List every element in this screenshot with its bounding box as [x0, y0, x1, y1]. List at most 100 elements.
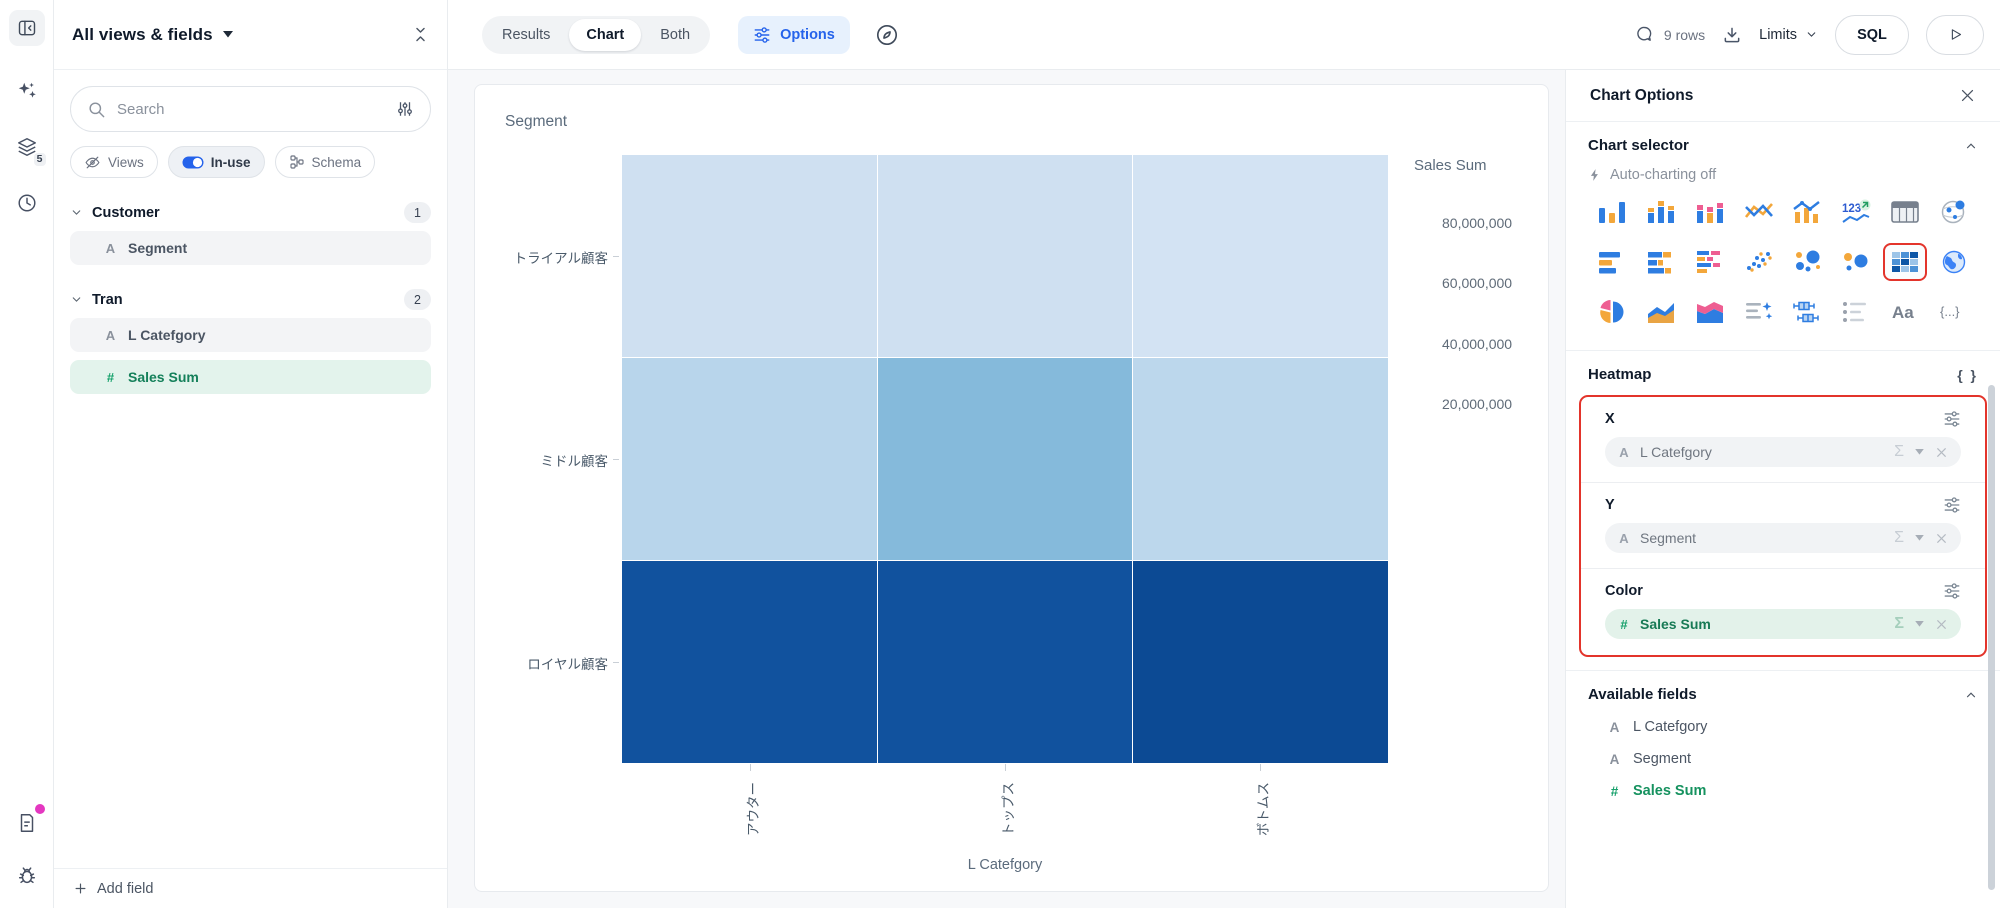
notes-document-icon[interactable]: [10, 804, 45, 840]
chart-type-list-chart-icon[interactable]: [1832, 287, 1881, 337]
chart-type-json-braces-icon[interactable]: {...}: [1929, 287, 1978, 337]
search-box[interactable]: [70, 86, 431, 132]
chart-type-dot-plot-icon[interactable]: [1832, 237, 1881, 287]
encoding-field-pill[interactable]: A Segment Σ: [1605, 523, 1961, 553]
encoding-settings-icon[interactable]: [1943, 583, 1961, 599]
chart-type-text-summary-icon[interactable]: [1734, 287, 1783, 337]
add-field-button[interactable]: Add field: [54, 868, 447, 908]
divider: [1566, 670, 2000, 671]
chart-type-number-kpi-icon[interactable]: 123: [1832, 187, 1881, 237]
chart-type-text-aa-icon[interactable]: Aa: [1881, 287, 1930, 337]
chart-type-map-globe-icon[interactable]: [1929, 237, 1978, 287]
field-group-header[interactable]: Customer 1: [70, 202, 431, 223]
heatmap-cell-r0c1[interactable]: [877, 155, 1133, 357]
layers-icon[interactable]: 5: [10, 130, 47, 167]
encoding-label: Y: [1605, 497, 1615, 513]
collapse-panel-icon[interactable]: [412, 26, 429, 43]
chevron-up-icon[interactable]: [1964, 688, 1978, 702]
chart-type-table-icon[interactable]: [1881, 187, 1930, 237]
toggle-on-icon: [182, 156, 204, 169]
icon-rail: 5: [0, 0, 54, 908]
heatmap-cell-r0c2[interactable]: [1133, 155, 1388, 357]
debug-bug-icon[interactable]: [10, 858, 44, 892]
ai-chat-icon[interactable]: [1634, 24, 1655, 45]
heatmap-cell-r2c0[interactable]: [622, 561, 877, 763]
sql-button[interactable]: SQL: [1835, 14, 1909, 55]
field-item[interactable]: A Segment: [70, 231, 431, 265]
chart-type-pie-chart-icon[interactable]: [1588, 287, 1637, 337]
encoding-field-pill[interactable]: # Sales Sum Σ: [1605, 609, 1961, 639]
available-field-item[interactable]: A L Catefgory: [1588, 719, 1978, 735]
scrollbar-thumb[interactable]: [1988, 385, 1995, 890]
chart-selector-header[interactable]: Chart selector: [1588, 137, 1978, 154]
tab-results[interactable]: Results: [502, 26, 551, 43]
field-label: L Catefgory: [128, 327, 206, 343]
remove-field-icon[interactable]: [1935, 446, 1948, 459]
available-fields-header[interactable]: Available fields: [1588, 686, 1978, 703]
panel-toggle-icon[interactable]: [8, 10, 45, 46]
sigma-aggregate-icon[interactable]: Σ: [1894, 443, 1904, 460]
chart-type-line-chart-icon[interactable]: [1734, 187, 1783, 237]
field-group-header[interactable]: Tran 2: [70, 289, 431, 310]
heatmap-cell-r1c0[interactable]: [622, 358, 877, 560]
remove-field-icon[interactable]: [1935, 532, 1948, 545]
heatmap-cell-r2c1[interactable]: [877, 561, 1133, 763]
caret-down-icon[interactable]: [1915, 535, 1924, 541]
close-icon[interactable]: [1959, 87, 1976, 104]
encoding-settings-icon[interactable]: [1943, 411, 1961, 427]
chip-schema[interactable]: Schema: [274, 146, 376, 178]
tab-both[interactable]: Both: [660, 26, 691, 43]
chart-type-stacked-column-chart-icon[interactable]: [1637, 187, 1686, 237]
chart-type-area-chart-icon[interactable]: [1637, 287, 1686, 337]
available-field-item[interactable]: A Segment: [1588, 751, 1978, 767]
chart-type-bubble-chart-icon[interactable]: [1783, 237, 1832, 287]
chip-in-use[interactable]: In-use: [167, 146, 265, 178]
field-item[interactable]: A L Catefgory: [70, 318, 431, 352]
field-item[interactable]: # Sales Sum: [70, 360, 431, 394]
chart-type-heatmap-icon[interactable]: [1881, 237, 1930, 287]
chart-type-grouped-bar-chart-icon[interactable]: [1686, 237, 1735, 287]
heatmap-cell-r2c2[interactable]: [1133, 561, 1388, 763]
chart-type-bar-chart-icon[interactable]: [1588, 237, 1637, 287]
download-icon[interactable]: [1722, 25, 1742, 45]
search-input[interactable]: [117, 100, 385, 118]
sigma-aggregate-icon[interactable]: Σ: [1894, 529, 1904, 546]
ai-sparkles-icon[interactable]: [10, 74, 44, 108]
chart-type-map-bubbles-icon[interactable]: [1929, 187, 1978, 237]
chart-type-column-chart-icon[interactable]: [1588, 187, 1637, 237]
heatmap-cell-r0c0[interactable]: [622, 155, 877, 357]
caret-down-icon[interactable]: [1915, 621, 1924, 627]
heatmap-cell-r1c2[interactable]: [1133, 358, 1388, 560]
x-axis-label: トップス: [1001, 782, 1016, 836]
auto-charting-row[interactable]: Auto-charting off: [1588, 167, 1978, 183]
chart-type-scatter-plot-icon[interactable]: [1734, 237, 1783, 287]
sigma-aggregate-icon[interactable]: Σ: [1894, 615, 1904, 632]
tab-chart[interactable]: Chart: [569, 18, 642, 51]
x-axis-label: ボトムス: [1256, 782, 1271, 836]
encoding-field-pill[interactable]: A L Catefgory Σ: [1605, 437, 1961, 467]
compass-icon[interactable]: [874, 22, 900, 48]
chart-type-stacked-bar-chart-icon[interactable]: [1637, 237, 1686, 287]
run-query-button[interactable]: [1926, 14, 1984, 55]
caret-down-icon[interactable]: [222, 31, 233, 38]
available-field-item[interactable]: # Sales Sum: [1588, 783, 1978, 799]
options-button[interactable]: Options: [738, 15, 850, 54]
chevron-up-icon[interactable]: [1964, 139, 1978, 153]
limits-dropdown[interactable]: Limits: [1759, 27, 1818, 43]
chart-type-grouped-column-chart-icon[interactable]: [1686, 187, 1735, 237]
fields-panel-title[interactable]: All views & fields: [72, 24, 213, 44]
remove-field-icon[interactable]: [1935, 618, 1948, 631]
json-braces-icon[interactable]: { }: [1957, 366, 1978, 383]
heatmap-plot[interactable]: [622, 155, 1388, 763]
chart-type-combo-chart-icon[interactable]: [1783, 187, 1832, 237]
y-axis-label: トライアル顧客: [513, 251, 608, 266]
chart-type-stacked-area-chart-icon[interactable]: [1686, 287, 1735, 337]
heatmap-cell-r1c1[interactable]: [877, 358, 1133, 560]
search-filter-icon[interactable]: [396, 100, 414, 118]
chip-views[interactable]: Views: [70, 146, 158, 178]
caret-down-icon[interactable]: [1915, 449, 1924, 455]
chart-type-boxplot-icon[interactable]: [1783, 287, 1832, 337]
encoding-settings-icon[interactable]: [1943, 497, 1961, 513]
history-clock-icon[interactable]: [10, 186, 44, 220]
